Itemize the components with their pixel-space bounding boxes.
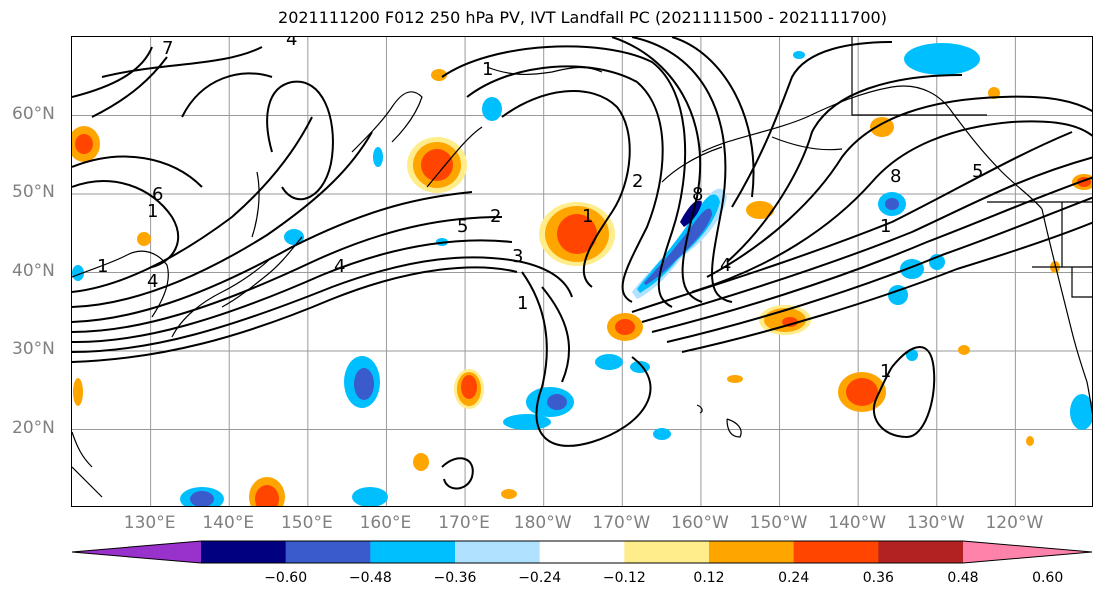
colorbar: [71, 540, 1093, 564]
contour-label: 8: [692, 184, 703, 205]
contour-label: 1: [517, 293, 528, 314]
longitude-label: 130°W: [906, 513, 965, 533]
colorbar-outline: [71, 540, 1093, 564]
contour-label: 4: [286, 37, 297, 50]
colorbar-tick-label: 0.12: [693, 570, 725, 586]
longitude-label: 160°E: [359, 513, 412, 533]
colorbar-segment: [370, 541, 456, 563]
contour-label: 1: [97, 256, 108, 277]
longitude-label: 140°W: [828, 513, 887, 533]
longitude-label: 140°E: [202, 513, 255, 533]
map-canvas: 7 4 1 1 4 1 4 2 3 5 1 8 1 1 2 6 4 5 8 1: [72, 37, 1092, 506]
colorbar-tick-label: 0.24: [778, 570, 810, 586]
contour-label: 4: [147, 271, 158, 292]
colorbar-tick-label: 0.36: [862, 570, 894, 586]
longitude-label: 130°E: [123, 513, 176, 533]
pv-contours: [72, 37, 1092, 490]
contour-label: 4: [334, 256, 345, 277]
contour-label: 7: [162, 38, 173, 59]
colorbar-segment: [539, 541, 625, 563]
map-title: 2021111200 F012 250 hPa PV, IVT Landfall…: [278, 8, 887, 27]
contour-label: 1: [880, 216, 891, 237]
latitude-label: 20°N: [12, 417, 55, 438]
map-panel[interactable]: 7 4 1 1 4 1 4 2 3 5 1 8 1 1 2 6 4 5 8 1: [71, 36, 1093, 507]
latitude-label: 40°N: [12, 260, 55, 281]
colorbar-extend-arrow: [72, 541, 201, 563]
longitude-label: 170°E: [438, 513, 490, 533]
contour-label: 1: [582, 206, 593, 227]
colorbar-segment: [455, 541, 541, 563]
colorbar-extend-arrow: [963, 541, 1092, 563]
colorbar-segment: [793, 541, 879, 563]
contour-label: 2: [490, 206, 501, 227]
colorbar-segment: [624, 541, 710, 563]
longitude-label: 170°W: [592, 513, 651, 533]
contour-label: 1: [147, 201, 158, 222]
colorbar-tick-label: −0.24: [518, 570, 562, 586]
colorbar-segment: [285, 541, 371, 563]
contour-label: 1: [482, 59, 493, 80]
coastlines: [72, 37, 1092, 498]
latitude-label: 60°N: [12, 103, 55, 124]
longitude-label: 180°W: [513, 513, 572, 533]
longitude-label: 160°W: [671, 513, 729, 533]
longitude-label: 150°W: [749, 513, 808, 533]
latitude-label: 30°N: [12, 339, 55, 359]
contour-labels: 7 4 1 1 4 1 4 2 3 5 1 8 1 1 2 6 4 5 8 1: [97, 37, 983, 382]
colorbar-tick-label: −0.12: [602, 570, 646, 586]
colorbar-segment: [201, 541, 287, 563]
contour-label: 6: [152, 184, 163, 205]
longitude-label: 150°E: [280, 513, 333, 533]
contour-label: 5: [972, 161, 983, 182]
colorbar-tick-label: −0.60: [264, 570, 308, 586]
gridlines: [72, 37, 1092, 506]
longitude-label: 120°W: [985, 513, 1044, 533]
colorbar-tick-label: 0.60: [1032, 570, 1064, 586]
anomaly-shading: [72, 43, 1092, 506]
contour-label: 5: [457, 216, 468, 237]
contour-label: 3: [512, 246, 523, 267]
colorbar-tick-label: −0.48: [348, 570, 392, 586]
contour-label: 2: [632, 171, 643, 192]
colorbar-segment: [878, 541, 964, 563]
latitude-label: 50°N: [12, 182, 55, 202]
colorbar-tick-label: 0.48: [947, 570, 979, 586]
contour-label: 8: [890, 166, 901, 187]
contour-label: 4: [720, 255, 731, 276]
colorbar-segment: [709, 541, 795, 563]
contour-label: 1: [880, 361, 891, 382]
colorbar-tick-label: −0.36: [433, 570, 477, 586]
